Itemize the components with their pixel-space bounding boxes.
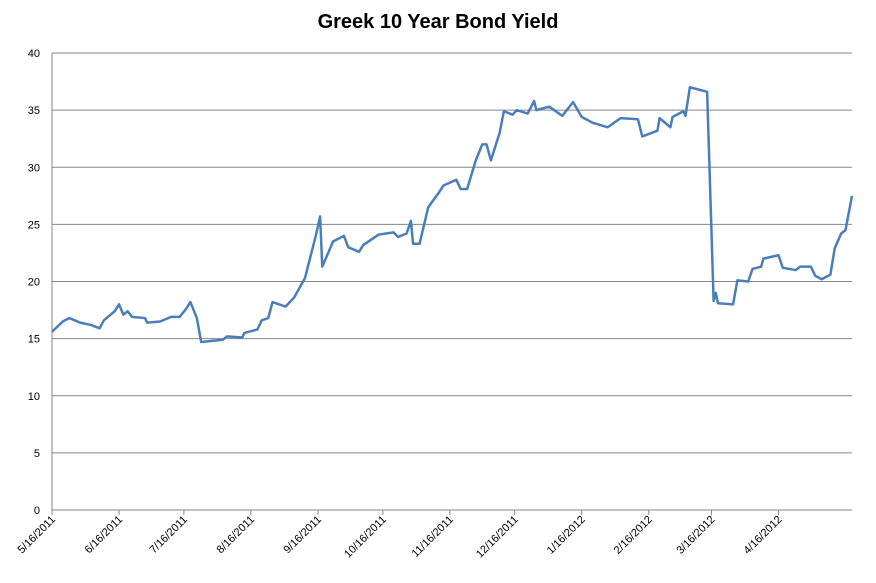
line-series	[51, 86, 854, 344]
x-tick-label: 4/16/2012	[742, 514, 785, 557]
x-tick-label: 2/16/2012	[612, 514, 655, 557]
y-tick-label: 5	[34, 448, 40, 460]
x-tick-label: 5/16/2011	[16, 514, 59, 557]
y-tick-label: 40	[28, 48, 40, 60]
x-tick-label: 11/16/2011	[410, 514, 456, 560]
y-tick-label: 25	[28, 219, 40, 231]
y-tick-label: 20	[28, 277, 40, 289]
x-tick-label: 12/16/2011	[474, 514, 521, 561]
x-tick-label: 10/16/2011	[342, 514, 389, 561]
y-tick-label: 0	[34, 505, 40, 517]
y-tick-label: 35	[28, 105, 40, 117]
y-tick-label: 10	[28, 391, 40, 403]
x-tick-label: 6/16/2011	[83, 514, 126, 557]
chart-title: Greek 10 Year Bond Yield	[318, 11, 559, 33]
x-tick-label: 1/16/2012	[545, 514, 588, 557]
x-tick-label: 9/16/2011	[282, 514, 325, 557]
y-tick-label: 30	[28, 162, 40, 174]
y-tick-label: 15	[28, 334, 40, 346]
x-tick-label: 8/16/2011	[215, 514, 258, 557]
x-tick-label: 7/16/2011	[147, 514, 190, 557]
x-tick-label: 3/16/2012	[674, 514, 717, 557]
